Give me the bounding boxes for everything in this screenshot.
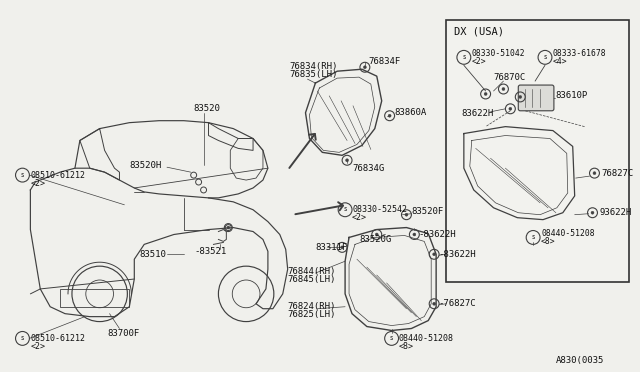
Text: 76825(LH): 76825(LH): [288, 310, 336, 319]
Text: 76824(RH): 76824(RH): [288, 302, 336, 311]
Text: S: S: [21, 336, 24, 341]
Text: 83520F: 83520F: [412, 207, 444, 216]
Text: 83520H: 83520H: [129, 161, 161, 170]
Text: 76834(RH): 76834(RH): [290, 62, 338, 71]
Text: 76835(LH): 76835(LH): [290, 70, 338, 78]
Text: 83610P: 83610P: [555, 92, 587, 100]
Circle shape: [375, 233, 378, 236]
Text: 08330-52542: 08330-52542: [352, 205, 407, 214]
Text: S: S: [21, 173, 24, 177]
Text: 83860A: 83860A: [395, 108, 427, 117]
Text: -83521: -83521: [195, 247, 227, 256]
Circle shape: [591, 211, 594, 214]
Text: 08330-51042: 08330-51042: [472, 49, 525, 58]
Text: 76834F: 76834F: [369, 57, 401, 66]
Circle shape: [364, 66, 366, 69]
Text: 76845(LH): 76845(LH): [288, 275, 336, 283]
Circle shape: [433, 253, 436, 256]
Text: 83520G: 83520G: [359, 235, 391, 244]
FancyBboxPatch shape: [518, 85, 554, 111]
Text: <2>: <2>: [472, 57, 486, 66]
Bar: [60, 289, 129, 307]
Text: -83622H: -83622H: [438, 250, 476, 259]
Text: 08510-61212: 08510-61212: [30, 171, 85, 180]
Text: S: S: [543, 55, 547, 60]
Text: <2>: <2>: [352, 213, 367, 222]
Circle shape: [346, 159, 349, 162]
Text: 08510-61212: 08510-61212: [30, 334, 85, 343]
Circle shape: [519, 96, 522, 99]
Text: 08440-51208: 08440-51208: [399, 334, 454, 343]
Bar: [446, 20, 629, 282]
Text: DX (USA): DX (USA): [454, 27, 504, 36]
Text: 76834G: 76834G: [352, 164, 384, 173]
Circle shape: [405, 213, 408, 216]
Circle shape: [388, 114, 391, 117]
Text: 93622H: 93622H: [600, 208, 632, 217]
Text: S: S: [531, 235, 535, 240]
Circle shape: [413, 233, 416, 236]
Text: <4>: <4>: [553, 57, 568, 66]
Text: S: S: [462, 55, 465, 60]
Text: S: S: [390, 336, 393, 341]
Text: 83510: 83510: [140, 250, 166, 259]
Text: 76827C: 76827C: [602, 169, 634, 178]
Text: -83622H: -83622H: [419, 230, 456, 239]
Text: 83700F: 83700F: [108, 329, 140, 338]
Text: 08440-51208: 08440-51208: [541, 229, 595, 238]
Text: <2>: <2>: [30, 179, 45, 187]
Circle shape: [509, 108, 512, 110]
Text: 83622H: 83622H: [461, 109, 493, 118]
Text: 76870C: 76870C: [493, 73, 526, 81]
Text: 83311F: 83311F: [316, 243, 348, 252]
Circle shape: [502, 87, 505, 90]
Circle shape: [593, 171, 596, 174]
Circle shape: [227, 226, 230, 229]
Text: <8>: <8>: [399, 342, 413, 351]
Text: 83520: 83520: [194, 104, 221, 113]
Text: 08333-61678: 08333-61678: [553, 49, 607, 58]
Text: -76827C: -76827C: [438, 299, 476, 308]
Text: <2>: <2>: [30, 342, 45, 351]
Circle shape: [484, 93, 487, 96]
Text: <8>: <8>: [541, 237, 556, 246]
Text: A830(0035: A830(0035: [556, 356, 604, 365]
Text: S: S: [344, 207, 347, 212]
Circle shape: [433, 302, 436, 305]
Circle shape: [340, 246, 344, 249]
Text: 76844(RH): 76844(RH): [288, 267, 336, 276]
